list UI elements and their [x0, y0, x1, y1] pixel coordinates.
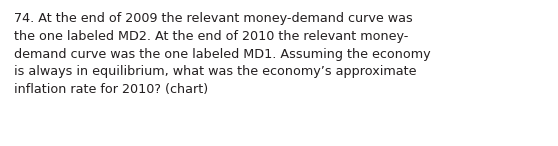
- Text: 74. At the end of 2009 the relevant money-demand curve was
the one labeled MD2. : 74. At the end of 2009 the relevant mone…: [14, 12, 431, 96]
